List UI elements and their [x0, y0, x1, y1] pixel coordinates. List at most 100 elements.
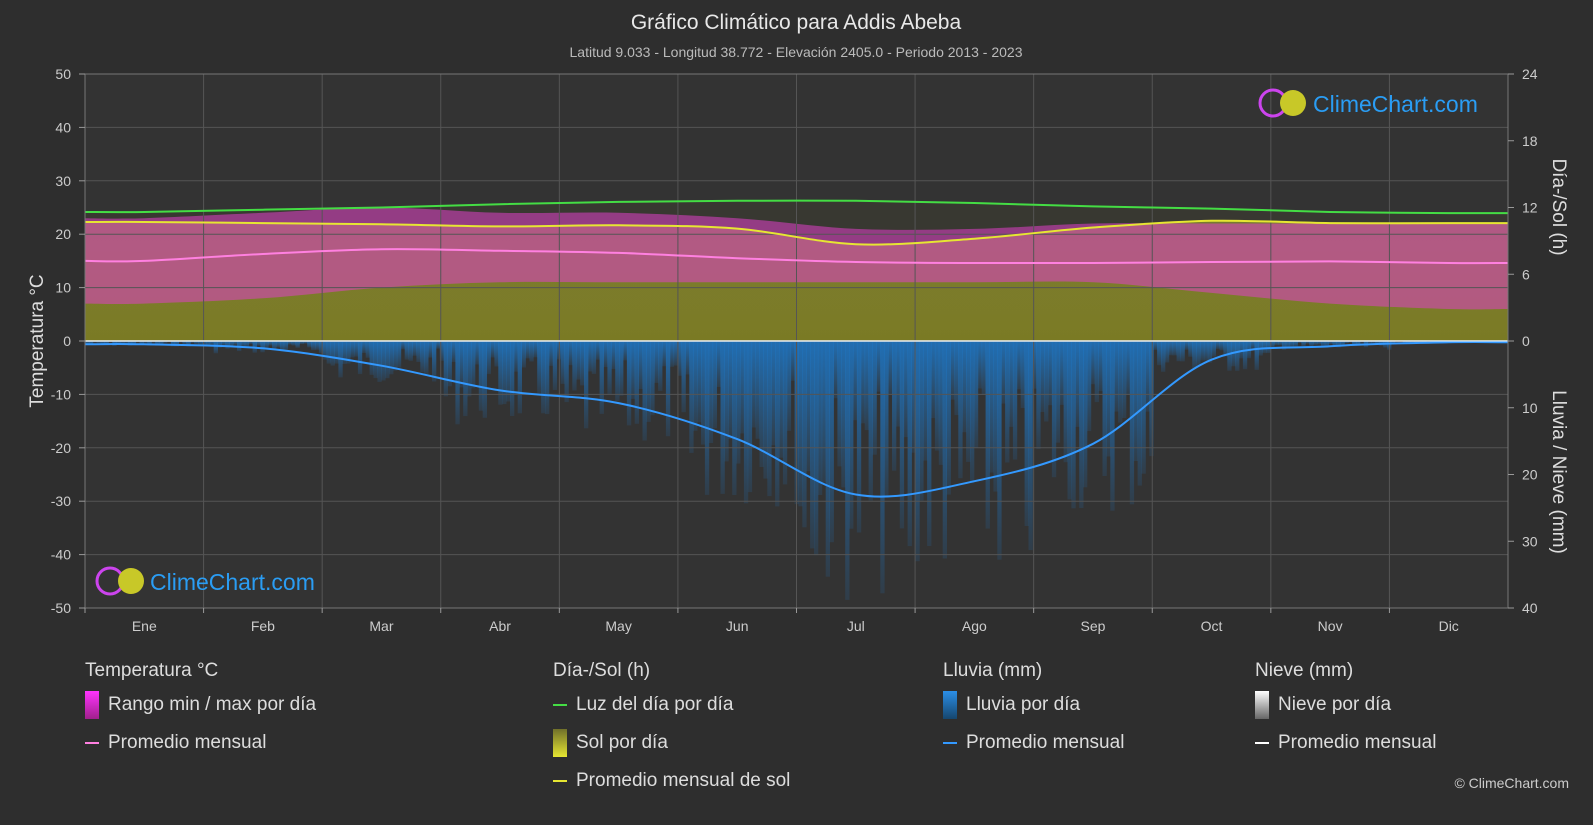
rain-day-bar	[1223, 341, 1228, 357]
rain-day-bar	[100, 341, 105, 345]
brand-logo-bottom[interactable]: ClimeChart.com	[95, 566, 315, 596]
legend-item-temp-avg[interactable]: Promedio mensual	[85, 724, 316, 762]
chart-title: Gráfico Climático para Addis Abeba	[631, 11, 962, 34]
rain-day-bar	[938, 341, 944, 465]
rain-day-bar	[1040, 341, 1045, 412]
rain-day-bar	[155, 341, 160, 345]
rain-day-bar	[767, 341, 772, 497]
rain-day-bar	[354, 341, 359, 357]
legend-label: Rango min / max por día	[108, 694, 317, 715]
brand-logo-top[interactable]: ClimeChart.com	[1258, 88, 1478, 118]
rain-day-bar	[1028, 341, 1033, 551]
rain-day-bar	[221, 341, 226, 346]
snow-swatch	[1255, 691, 1269, 719]
legend-label: Promedio mensual de sol	[576, 770, 791, 791]
rain-day-bar	[463, 341, 468, 417]
rain-day-bar	[334, 341, 339, 364]
rain-day-bar	[825, 341, 830, 577]
rain-day-bar	[962, 341, 967, 433]
rain-day-bar	[584, 341, 589, 429]
rain-day-bar	[743, 341, 749, 504]
rain-day-bar	[1324, 341, 1330, 347]
rain-day-bar	[435, 341, 441, 349]
rain-day-bar	[701, 341, 706, 445]
rain-day-bar	[669, 341, 675, 367]
copyright: © ClimeChart.com	[1454, 775, 1569, 791]
rain-day-bar	[732, 341, 737, 495]
rain-day-bar	[513, 341, 519, 372]
rain-day-bar	[654, 341, 659, 383]
rain-day-bar	[611, 341, 616, 370]
rain-day-bar	[486, 341, 491, 375]
rain-day-bar	[537, 341, 542, 393]
rain-day-bar	[603, 341, 608, 368]
legend-item-temp-range[interactable]: Rango min / max por día	[85, 686, 316, 724]
logo-sun-icon	[118, 568, 144, 594]
rain-day-bar	[630, 341, 636, 399]
legend-item-rain[interactable]: Lluvia por día	[943, 686, 1124, 724]
rain-day-bar	[1301, 341, 1306, 347]
rain-day-bar	[587, 341, 593, 372]
rain-day-bar	[673, 341, 678, 366]
rain-day-bar	[346, 341, 351, 364]
rain-day-bar	[685, 341, 690, 375]
rain-day-bar	[1332, 341, 1337, 347]
rain-day-bar	[1344, 341, 1349, 344]
rain-day-bar	[1262, 341, 1267, 354]
rain-day-bar	[864, 341, 869, 431]
rain-day-bar	[467, 341, 472, 397]
sunshine-swatch	[553, 729, 567, 757]
legend-item-sunshine[interactable]: Sol por día	[553, 724, 790, 762]
rain-avg-swatch	[943, 742, 957, 744]
brand-text-bottom: ClimeChart.com	[150, 569, 315, 595]
rain-day-bar	[248, 341, 253, 344]
rain-day-bar	[1242, 341, 1248, 370]
rain-day-bar	[716, 341, 721, 387]
rain-day-bar	[728, 341, 733, 439]
rain-day-bar	[381, 341, 386, 381]
rain-day-bar	[240, 341, 246, 347]
rain-day-bar	[350, 341, 355, 358]
rain-day-bar	[283, 341, 289, 350]
rain-day-bar	[396, 341, 402, 368]
rain-day-bar	[498, 341, 503, 405]
rain-day-bar	[202, 341, 207, 346]
rain-day-bar	[1036, 341, 1041, 450]
x-tick-label: Dic	[1439, 618, 1459, 634]
rain-day-bar	[1157, 341, 1162, 366]
rain-day-bar	[443, 341, 448, 397]
legend-item-snow[interactable]: Nieve por día	[1255, 686, 1436, 724]
y-left-tick-label: -40	[51, 547, 71, 563]
legend-item-snow-avg[interactable]: Promedio mensual	[1255, 724, 1436, 762]
rain-day-bar	[931, 341, 936, 419]
rain-day-bar	[1414, 341, 1419, 343]
rain-day-bar	[85, 341, 90, 345]
rain-day-bar	[1067, 341, 1072, 500]
rain-day-bar	[104, 341, 109, 345]
rain-day-bar	[1192, 341, 1197, 369]
rain-day-bar	[1340, 341, 1345, 347]
rain-day-bar	[993, 341, 998, 492]
legend-item-daylight[interactable]: Luz del día por día	[553, 686, 790, 724]
sunshine-avg-swatch	[553, 780, 567, 782]
legend: Temperatura °C Rango min / max por día P…	[0, 660, 1593, 810]
legend-item-rain-avg[interactable]: Promedio mensual	[943, 724, 1124, 762]
rain-day-bar	[841, 341, 846, 488]
rain-day-bar	[658, 341, 663, 391]
legend-label: Sol por día	[576, 732, 668, 753]
x-tick-label: Jul	[847, 618, 865, 634]
legend-heading-temperature: Temperatura °C	[85, 660, 219, 681]
rain-day-bar	[763, 341, 768, 479]
legend-heading-daylight: Día-/Sol (h)	[553, 660, 651, 681]
rain-day-bar	[747, 341, 753, 493]
y-right-bottom-axis-label: Lluvia / Nieve (mm)	[1548, 390, 1569, 554]
rain-day-bar	[942, 341, 947, 559]
climate-chart: Gráfico Climático para Addis Abeba Latit…	[27, 11, 1569, 634]
rain-day-bar	[821, 341, 827, 483]
y-left-tick-label: 30	[55, 173, 71, 189]
legend-item-sunshine-avg[interactable]: Promedio mensual de sol	[553, 762, 790, 800]
rain-day-bar	[1051, 341, 1057, 478]
rain-day-bar	[1094, 341, 1099, 403]
rain-day-bar	[326, 341, 331, 364]
rain-day-bar	[607, 341, 612, 395]
